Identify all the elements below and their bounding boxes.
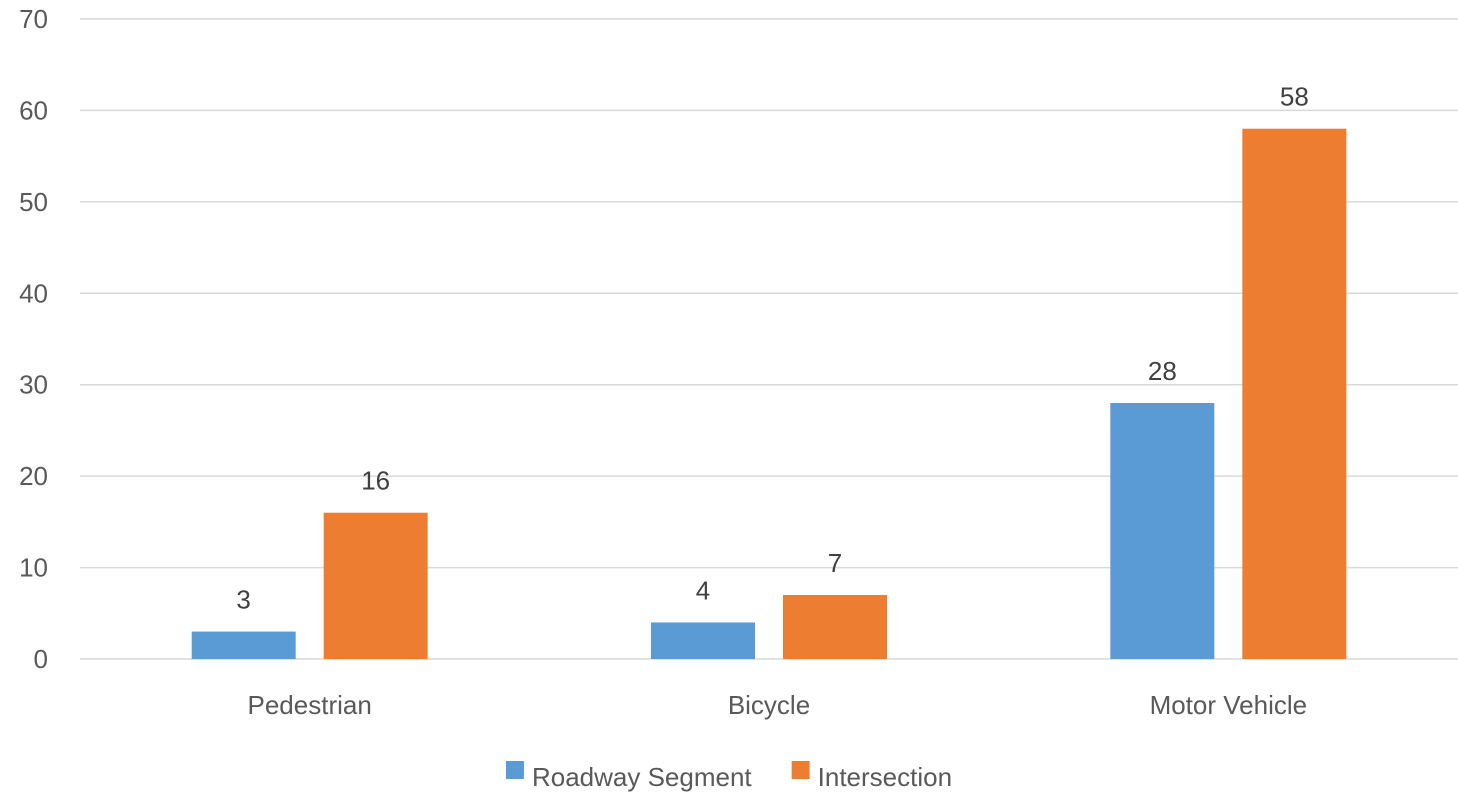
- y-tick-label: 20: [19, 461, 48, 491]
- x-category-label: Bicycle: [728, 690, 810, 720]
- bar-roadway-segment: [191, 631, 296, 659]
- bars: [191, 128, 1347, 659]
- legend-item-roadway-segment: Roadway Segment: [505, 761, 752, 792]
- data-label: 7: [828, 548, 842, 578]
- y-tick-label: 40: [19, 278, 48, 308]
- x-axis-categories: Pedestrian Bicycle Motor Vehicle: [248, 690, 1308, 720]
- y-tick-label: 70: [19, 4, 48, 34]
- legend-label: Intersection: [818, 762, 952, 792]
- x-category-label: Pedestrian: [248, 690, 372, 720]
- y-tick-label: 60: [19, 95, 48, 125]
- y-axis-ticks: 0 10 20 30 40 50 60 70: [19, 4, 48, 674]
- legend-swatch: [505, 761, 524, 779]
- data-labels: 3 16 4 7 28 58: [236, 82, 1308, 615]
- gridlines: [80, 18, 1458, 660]
- legend-swatch: [791, 761, 810, 779]
- bar-intersection: [323, 512, 428, 659]
- bar-roadway-segment: [1110, 403, 1215, 659]
- bar-intersection: [1242, 128, 1347, 659]
- x-category-label: Motor Vehicle: [1150, 690, 1308, 720]
- y-tick-label: 10: [19, 553, 48, 583]
- bar-roadway-segment: [651, 622, 755, 659]
- y-tick-label: 0: [34, 644, 48, 674]
- legend-item-intersection: Intersection: [791, 761, 952, 792]
- bar-intersection: [783, 595, 887, 659]
- data-label: 16: [361, 466, 390, 496]
- data-label: 58: [1280, 82, 1309, 112]
- data-label: 4: [696, 575, 710, 605]
- legend-label: Roadway Segment: [532, 762, 752, 792]
- data-label: 28: [1148, 356, 1177, 386]
- data-label: 3: [236, 585, 250, 615]
- y-tick-label: 30: [19, 370, 48, 400]
- y-tick-label: 50: [19, 187, 48, 217]
- legend: Roadway Segment Intersection: [505, 761, 952, 792]
